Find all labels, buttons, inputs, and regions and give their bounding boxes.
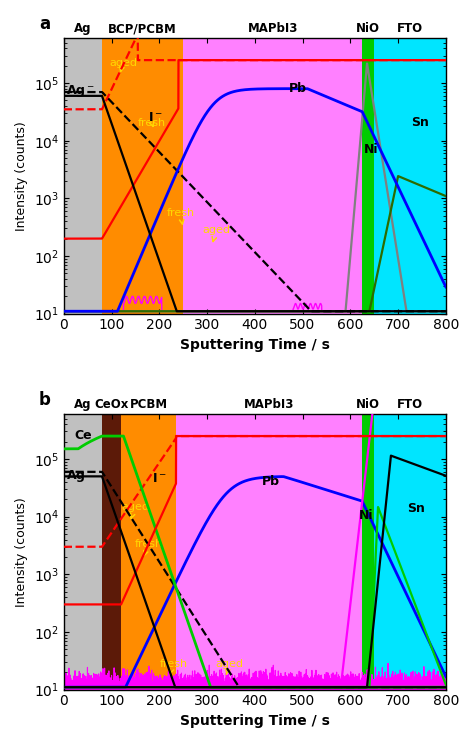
Text: CeOx: CeOx xyxy=(94,398,129,412)
X-axis label: Sputtering Time / s: Sputtering Time / s xyxy=(180,338,330,352)
X-axis label: Sputtering Time / s: Sputtering Time / s xyxy=(180,714,330,728)
Text: fresh: fresh xyxy=(138,118,166,128)
Text: aged: aged xyxy=(202,225,230,241)
Text: Ag: Ag xyxy=(74,398,91,412)
Bar xyxy=(362,414,374,690)
Text: I$^-$: I$^-$ xyxy=(152,472,167,485)
Text: Ni: Ni xyxy=(359,509,374,522)
Text: Ce: Ce xyxy=(74,429,92,442)
Text: Ni: Ni xyxy=(364,143,378,157)
Bar xyxy=(64,38,102,314)
Text: Sn: Sn xyxy=(408,502,426,515)
Bar xyxy=(64,414,102,690)
Text: aged: aged xyxy=(216,658,244,674)
Text: a: a xyxy=(39,15,50,33)
Bar xyxy=(374,414,446,690)
Text: NiO: NiO xyxy=(356,22,380,36)
Text: Pb: Pb xyxy=(262,476,280,488)
Text: MAPbI3: MAPbI3 xyxy=(247,22,298,36)
Text: Pb: Pb xyxy=(289,82,307,95)
Text: NiO: NiO xyxy=(356,398,380,412)
Text: Ag$^-$: Ag$^-$ xyxy=(66,82,95,99)
Bar xyxy=(102,414,121,690)
Bar xyxy=(176,414,362,690)
Text: FTO: FTO xyxy=(397,22,423,36)
Y-axis label: Intensity (counts): Intensity (counts) xyxy=(15,121,28,231)
Text: aged: aged xyxy=(121,502,149,518)
Bar xyxy=(374,38,446,314)
Text: fresh: fresh xyxy=(166,208,194,224)
Text: b: b xyxy=(39,391,51,409)
Bar xyxy=(183,38,362,314)
Bar xyxy=(102,38,183,314)
Text: Ag: Ag xyxy=(74,22,91,36)
Text: aged: aged xyxy=(109,58,137,71)
Text: Ag$^-$: Ag$^-$ xyxy=(66,468,95,484)
Bar xyxy=(121,414,176,690)
Text: MAPbI3: MAPbI3 xyxy=(244,398,294,412)
Text: FTO: FTO xyxy=(397,398,423,412)
Text: fresh: fresh xyxy=(159,658,187,674)
Bar xyxy=(362,38,374,314)
Text: PCBM: PCBM xyxy=(129,398,168,412)
Text: fresh: fresh xyxy=(135,539,163,556)
Text: I$^-$: I$^-$ xyxy=(148,111,163,124)
Text: Sn: Sn xyxy=(411,116,429,129)
Text: BCP/PCBM: BCP/PCBM xyxy=(108,22,177,36)
Y-axis label: Intensity (counts): Intensity (counts) xyxy=(15,497,28,607)
